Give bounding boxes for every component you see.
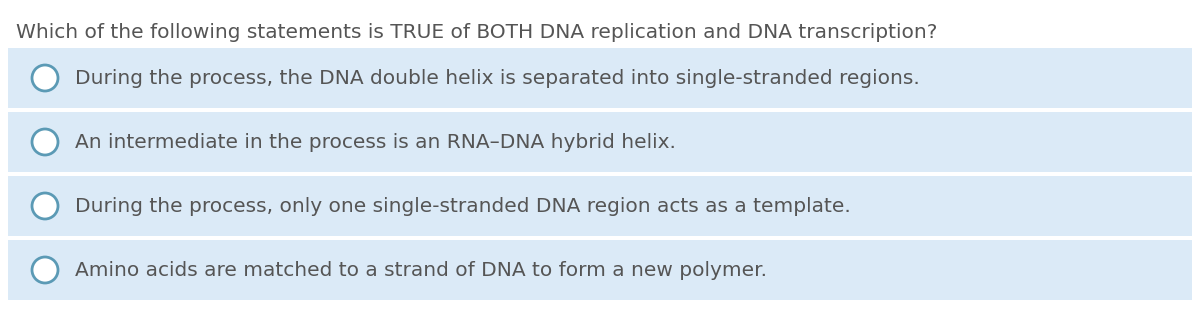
- Text: During the process, the DNA double helix is separated into single-stranded regio: During the process, the DNA double helix…: [74, 69, 919, 87]
- FancyBboxPatch shape: [8, 48, 1192, 108]
- Circle shape: [32, 257, 58, 283]
- Text: Which of the following statements is TRUE of BOTH DNA replication and DNA transc: Which of the following statements is TRU…: [16, 23, 937, 41]
- Text: Amino acids are matched to a strand of DNA to form a new polymer.: Amino acids are matched to a strand of D…: [74, 260, 767, 280]
- Circle shape: [32, 193, 58, 219]
- Text: During the process, only one single-stranded DNA region acts as a template.: During the process, only one single-stra…: [74, 197, 851, 215]
- Text: An intermediate in the process is an RNA–DNA hybrid helix.: An intermediate in the process is an RNA…: [74, 133, 676, 151]
- FancyBboxPatch shape: [8, 112, 1192, 172]
- Circle shape: [32, 129, 58, 155]
- FancyBboxPatch shape: [8, 176, 1192, 236]
- Circle shape: [32, 65, 58, 91]
- FancyBboxPatch shape: [8, 240, 1192, 300]
